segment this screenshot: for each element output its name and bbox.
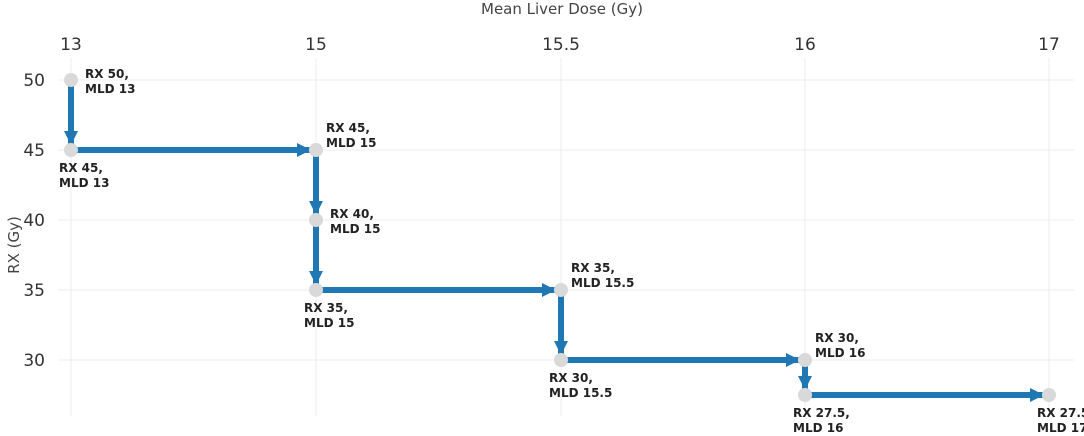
y-axis-title: RX (Gy)	[5, 216, 23, 274]
point-label-line: RX 30,	[815, 331, 859, 345]
point-label-line: RX 30,	[549, 371, 593, 385]
y-tick-label: 35	[23, 281, 45, 301]
point-label: RX 30, MLD 15.5	[549, 371, 612, 400]
x-tick-label: 17	[1038, 35, 1060, 55]
point-label-line: MLD 15.5	[549, 386, 612, 400]
point-label: RX 27.5,MLD 17	[1037, 406, 1084, 435]
point-label: RX 50, MLD 13	[85, 67, 135, 96]
x-axis-title: Mean Liver Dose (Gy)	[481, 0, 643, 18]
point-label: RX 45, MLD 15	[326, 121, 376, 150]
x-tick-label: 16	[794, 35, 816, 55]
x-tick-label: 15.5	[542, 35, 580, 55]
y-tick-label: 45	[23, 141, 45, 161]
data-point	[798, 353, 812, 367]
arrow-layer	[64, 80, 1044, 402]
point-label-line: MLD 15	[330, 222, 380, 236]
point-label-line: MLD 15	[304, 316, 354, 330]
data-point	[554, 353, 568, 367]
point-label-line: RX 35,	[304, 301, 348, 315]
point-label-line: RX 45,	[59, 161, 103, 175]
point-label-line: MLD 16	[815, 346, 865, 360]
data-point	[798, 388, 812, 402]
point-label: RX 35, MLD 15.5	[571, 261, 634, 290]
y-tick-label: 40	[23, 211, 45, 231]
data-point	[554, 283, 568, 297]
data-point	[309, 143, 323, 157]
data-point	[1042, 388, 1056, 402]
point-label-line: MLD 13	[85, 82, 135, 96]
point-label: RX 30, MLD 16	[815, 331, 865, 360]
point-label-line: MLD 17	[1037, 421, 1084, 435]
point-label: RX 40, MLD 15	[330, 207, 380, 236]
point-label-line: RX 50,	[85, 67, 129, 81]
x-tick-label: 13	[60, 35, 82, 55]
y-tick-label: 50	[23, 71, 45, 91]
data-point	[309, 213, 323, 227]
point-label-line: MLD 13	[59, 176, 109, 190]
data-point	[64, 73, 78, 87]
tick-layer: 13 15 15.5 16 17 30 35 40 45 50	[23, 35, 1059, 371]
data-point	[309, 283, 323, 297]
point-label-line: MLD 15.5	[571, 276, 634, 290]
point-label: RX 35, MLD 15	[304, 301, 354, 330]
y-tick-label: 30	[23, 351, 45, 371]
point-label-line: RX 27.5,	[793, 406, 850, 420]
point-label-line: RX 27.5,	[1037, 406, 1084, 420]
point-label-line: RX 45,	[326, 121, 370, 135]
point-label-line: MLD 15	[326, 136, 376, 150]
point-layer	[64, 73, 1056, 402]
point-label: RX 45, MLD 13	[59, 161, 109, 190]
data-point	[64, 143, 78, 157]
point-label-line: RX 35,	[571, 261, 615, 275]
point-label-line: RX 40,	[330, 207, 374, 221]
point-label: RX 27.5, MLD 16	[793, 406, 850, 435]
x-tick-label: 15	[305, 35, 327, 55]
point-label-line: MLD 16	[793, 421, 843, 435]
